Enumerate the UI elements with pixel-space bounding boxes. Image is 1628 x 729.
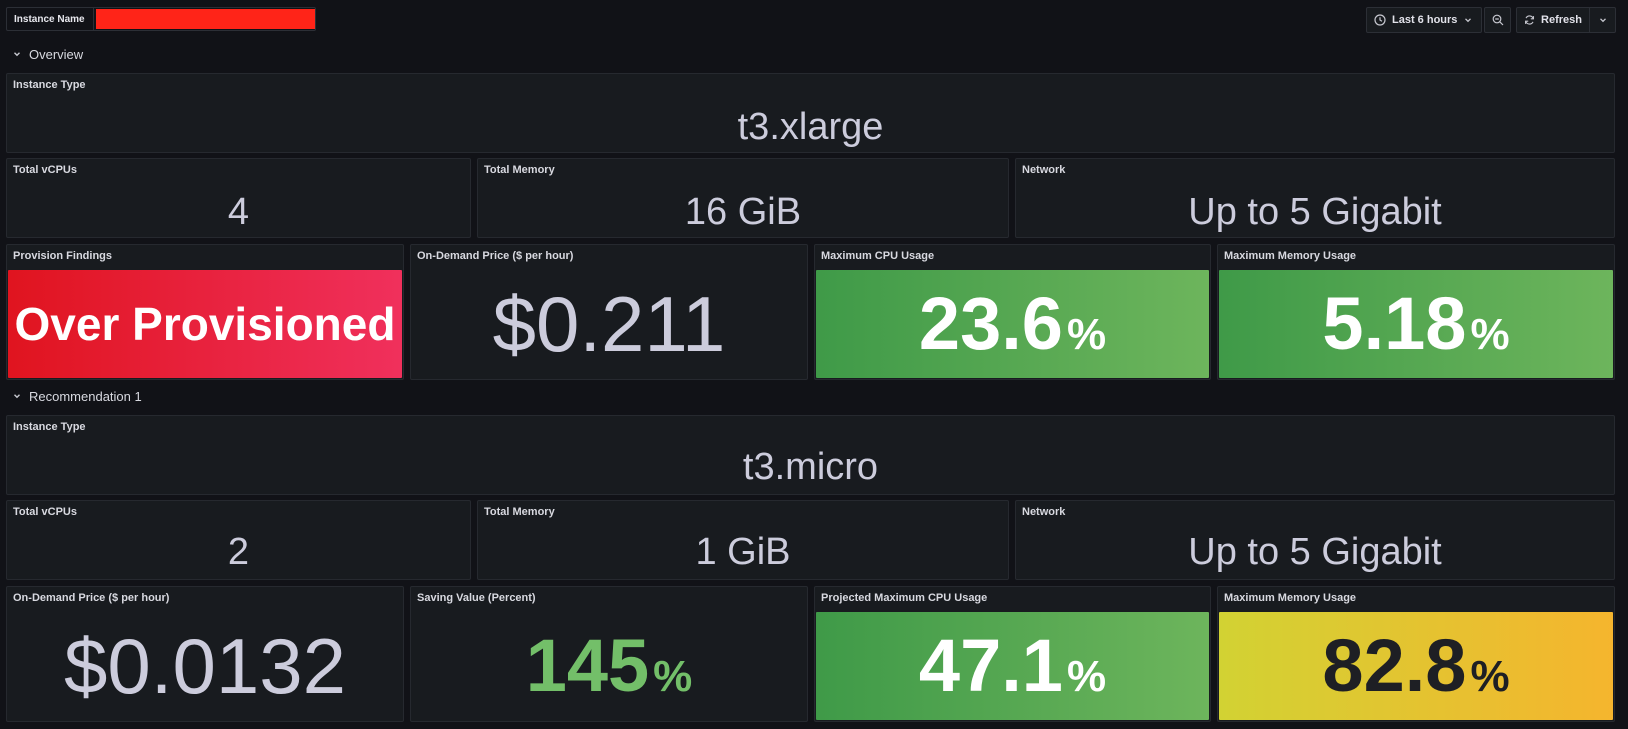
panel-title: Network [1022,506,1066,518]
time-range-picker[interactable]: Last 6 hours [1366,7,1482,33]
chevron-down-icon [14,394,20,399]
memory-usage-value: 5.18 [1322,282,1467,365]
time-range-label: Last 6 hours [1392,14,1458,26]
instance-type-value: t3.xlarge [737,106,884,148]
panel-title: Network [1022,164,1066,176]
recommendation-network-panel: Network Up to 5 Gigabit [1015,500,1615,580]
recommendation-price-panel: On-Demand Price ($ per hour) $0.0132 [6,586,404,722]
projected-cpu-value: 47.1 [918,624,1063,707]
cpu-unit: % [1066,310,1107,359]
panel-title: Projected Maximum CPU Usage [821,592,988,604]
price-value: $0.0132 [64,622,346,710]
panel-title: Maximum Memory Usage [1224,250,1357,262]
provision-findings-panel: Provision Findings Over Provisioned [6,244,404,380]
panel-title: On-Demand Price ($ per hour) [417,250,574,262]
overview-instance-type-panel: Instance Type t3.xlarge [6,73,1615,153]
clock-icon [1374,14,1386,26]
instance-type-value: t3.micro [742,446,879,488]
chevron-down-icon [14,52,20,57]
vcpus-value: 2 [227,531,250,573]
memory-usage-fill: 5.18 % [1219,270,1613,378]
panel-title: On-Demand Price ($ per hour) [13,592,170,604]
panel-title: Total vCPUs [13,164,77,176]
instance-name-value-redacted[interactable] [95,9,315,29]
panel-title: Provision Findings [13,250,113,262]
projected-cpu-fill: 47.1 % [816,612,1209,720]
overview-memory-panel: Total Memory 16 GiB [477,158,1009,238]
panel-title: Saving Value (Percent) [417,592,536,604]
recommendation-memory-panel: Total Memory 1 GiB [477,500,1009,580]
overview-memory-usage-panel: Maximum Memory Usage 5.18 % [1217,244,1615,380]
recommendation-row-title: Recommendation 1 [29,388,142,404]
network-value: Up to 5 Gigabit [1188,531,1442,573]
overview-cpu-panel: Maximum CPU Usage 23.6 % [814,244,1211,380]
panel-title: Maximum CPU Usage [821,250,935,262]
memory-usage-unit: % [1470,652,1510,701]
zoom-out-icon [1492,14,1503,26]
dashboard-toolbar: Instance Name Last 6 hours Refresh [0,0,1628,38]
panel-title: Instance Type [13,421,86,433]
vcpus-value: 4 [227,191,250,233]
memory-usage-fill: 82.8 % [1219,612,1613,720]
panel-title: Instance Type [13,79,86,91]
refresh-interval-dropdown[interactable] [1589,8,1615,32]
memory-usage-unit: % [1470,310,1510,359]
refresh-picker[interactable]: Refresh [1516,7,1616,33]
chevron-down-icon [1599,18,1606,23]
recommendation-instance-type-panel: Instance Type t3.micro [6,415,1615,495]
cpu-value: 23.6 [918,282,1063,365]
panel-title: Total Memory [484,506,555,518]
overview-price-panel: On-Demand Price ($ per hour) $0.211 [410,244,808,380]
memory-value: 1 GiB [695,531,791,573]
memory-value: 16 GiB [684,191,802,233]
cpu-fill: 23.6 % [816,270,1209,378]
network-value: Up to 5 Gigabit [1188,191,1442,233]
panel-title: Total vCPUs [13,506,77,518]
saving-value-area: 145 % [412,612,806,720]
saving-value-panel: Saving Value (Percent) 145 % [410,586,808,722]
recommendation-vcpus-panel: Total vCPUs 2 [6,500,471,580]
refresh-label: Refresh [1541,14,1582,26]
findings-value: Over Provisioned [14,298,396,350]
chevron-down-icon [1465,18,1472,23]
zoom-out-button[interactable] [1484,7,1511,33]
findings-fill: Over Provisioned [8,270,402,378]
overview-row-title: Overview [29,46,84,62]
panel-title: Total Memory [484,164,555,176]
projected-cpu-panel: Projected Maximum CPU Usage 47.1 % [814,586,1211,722]
overview-vcpus-panel: Total vCPUs 4 [6,158,471,238]
recommendation-memory-usage-panel: Maximum Memory Usage 82.8 % [1217,586,1615,722]
price-value: $0.211 [492,280,726,368]
refresh-button[interactable]: Refresh [1517,8,1589,32]
panel-title: Maximum Memory Usage [1224,592,1357,604]
memory-usage-value: 82.8 [1322,624,1467,707]
recommendation-row-toggle[interactable]: Recommendation 1 [12,386,142,406]
overview-row-toggle[interactable]: Overview [12,44,83,64]
saving-value: 145 [525,624,650,707]
instance-name-label: Instance Name [7,8,94,30]
refresh-icon [1525,15,1535,25]
projected-cpu-unit: % [1066,652,1107,701]
overview-network-panel: Network Up to 5 Gigabit [1015,158,1615,238]
saving-unit: % [653,652,693,701]
instance-name-variable[interactable]: Instance Name [6,7,316,31]
